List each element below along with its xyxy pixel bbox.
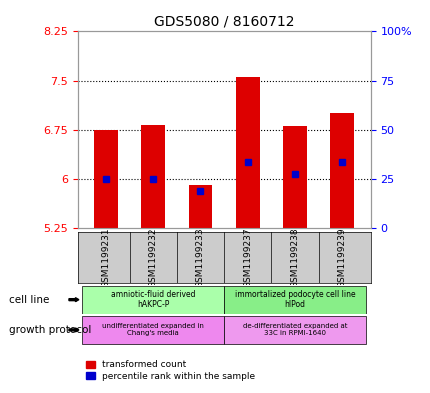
Bar bbox=[283, 127, 306, 228]
FancyBboxPatch shape bbox=[224, 285, 365, 314]
Text: GSM1199238: GSM1199238 bbox=[290, 227, 299, 288]
Legend: transformed count, percentile rank within the sample: transformed count, percentile rank withi… bbox=[82, 356, 258, 385]
Text: GSM1199232: GSM1199232 bbox=[148, 227, 157, 288]
Title: GDS5080 / 8160712: GDS5080 / 8160712 bbox=[154, 15, 294, 29]
FancyBboxPatch shape bbox=[224, 316, 365, 344]
Text: immortalized podocyte cell line
hIPod: immortalized podocyte cell line hIPod bbox=[234, 290, 354, 309]
Bar bbox=[94, 130, 117, 228]
Text: growth protocol: growth protocol bbox=[9, 325, 91, 335]
Bar bbox=[188, 185, 212, 228]
Bar bbox=[141, 125, 165, 228]
Bar bbox=[235, 77, 259, 228]
Text: GSM1199231: GSM1199231 bbox=[101, 227, 110, 288]
Text: undifferentiated expanded in
Chang's media: undifferentiated expanded in Chang's med… bbox=[102, 323, 204, 336]
Bar bbox=[330, 113, 353, 228]
Text: GSM1199239: GSM1199239 bbox=[337, 227, 346, 288]
Text: amniotic-fluid derived
hAKPC-P: amniotic-fluid derived hAKPC-P bbox=[111, 290, 195, 309]
Text: GSM1199233: GSM1199233 bbox=[196, 227, 205, 288]
Text: cell line: cell line bbox=[9, 295, 49, 305]
FancyBboxPatch shape bbox=[82, 316, 224, 344]
Text: GSM1199237: GSM1199237 bbox=[243, 227, 252, 288]
Text: de-differentiated expanded at
33C in RPMI-1640: de-differentiated expanded at 33C in RPM… bbox=[242, 323, 347, 336]
FancyBboxPatch shape bbox=[82, 285, 224, 314]
